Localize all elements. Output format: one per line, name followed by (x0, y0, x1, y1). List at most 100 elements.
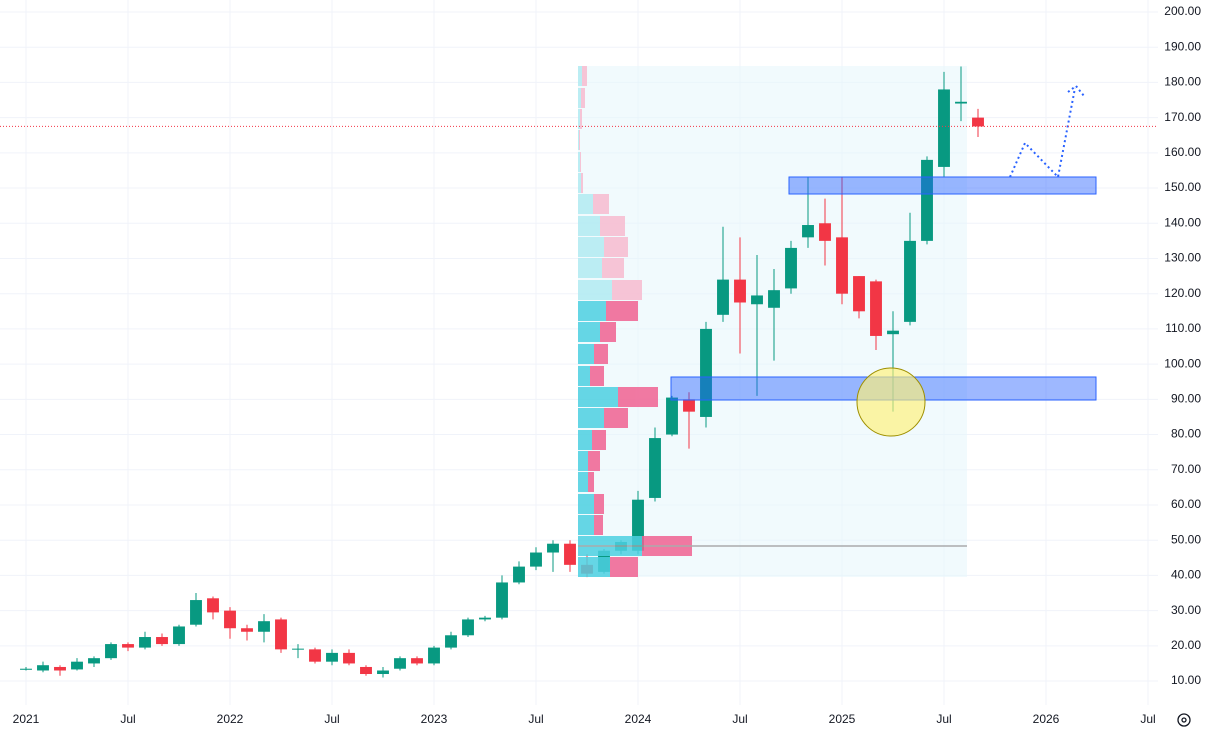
x-tick-label: Jul (528, 712, 543, 726)
x-tick-label: Jul (324, 712, 339, 726)
y-tick-label: 20.00 (1171, 638, 1201, 652)
profile-up-value-area (578, 301, 642, 577)
y-tick-label: 190.00 (1164, 39, 1201, 53)
x-tick-label: 2026 (1033, 712, 1060, 726)
x-tick-label: 2021 (13, 712, 40, 726)
candle-body (955, 101, 967, 104)
x-tick-label: 2022 (217, 712, 244, 726)
candle-body (156, 637, 168, 645)
candle-body (649, 438, 661, 498)
projection-path (1009, 87, 1076, 180)
candle-body (377, 670, 389, 675)
y-tick-label: 10.00 (1171, 673, 1201, 687)
y-tick-label: 70.00 (1171, 462, 1201, 476)
candle-body (462, 619, 474, 636)
candle-body (326, 652, 338, 662)
candle-body (513, 566, 525, 583)
settings-icon-core[interactable] (1181, 717, 1187, 723)
candle-body (292, 648, 304, 650)
candle-body (479, 617, 491, 620)
profile-up (578, 66, 612, 300)
candle-body (360, 666, 372, 675)
x-tick-label: Jul (120, 712, 135, 726)
candle-body (904, 240, 916, 322)
x-tick-label: Jul (732, 712, 747, 726)
y-tick-label: 60.00 (1171, 497, 1201, 511)
candle-body (530, 552, 542, 567)
candle-body (870, 281, 882, 336)
y-tick-label: 30.00 (1171, 603, 1201, 617)
candle-body (258, 621, 270, 632)
candle-body (428, 647, 440, 664)
profile-down (579, 66, 642, 300)
candle-body (394, 658, 406, 669)
candle-body (88, 658, 100, 664)
candle-body (921, 159, 933, 241)
candle-body (972, 117, 984, 127)
candle-body (717, 279, 729, 315)
candle-body (173, 626, 185, 645)
y-tick-label: 140.00 (1164, 215, 1201, 229)
settings-icon-ring[interactable] (1177, 713, 1191, 727)
candle-body (700, 328, 712, 417)
candle-body (37, 665, 49, 671)
highlight-circle (856, 367, 926, 437)
candle-body (343, 652, 355, 664)
y-tick-label: 40.00 (1171, 568, 1201, 582)
profile-background (578, 66, 967, 577)
candle-body (785, 247, 797, 289)
candle-body (207, 598, 219, 613)
y-tick-label: 180.00 (1164, 75, 1201, 89)
candle-body (105, 644, 117, 659)
y-tick-label: 90.00 (1171, 392, 1201, 406)
y-tick-label: 130.00 (1164, 251, 1201, 265)
candle-body (734, 279, 746, 303)
candle-body (564, 543, 576, 565)
candle-body (887, 330, 899, 335)
y-tick-label: 110.00 (1165, 321, 1201, 335)
volume-profile (578, 66, 967, 577)
candle-body (751, 295, 763, 305)
candle-body (224, 610, 236, 629)
drawings (670, 84, 1097, 437)
candle-body (122, 644, 134, 648)
candle-body (666, 397, 678, 435)
settings-icon[interactable] (1177, 713, 1191, 727)
x-tick-label: Jul (1140, 712, 1155, 726)
y-tick-label: 100.00 (1164, 356, 1201, 370)
candle-body (836, 237, 848, 294)
x-tick-label: 2023 (421, 712, 448, 726)
candle-body (496, 582, 508, 618)
axis-labels: 10.00 20.00 30.00 40.00 50.00 60.00 70.00 80.00… (13, 4, 1202, 726)
y-tick-label: 80.00 (1171, 427, 1201, 441)
x-tick-label: Jul (936, 712, 951, 726)
y-tick-label: 160.00 (1164, 145, 1201, 159)
candle-body (241, 628, 253, 632)
candle-body (768, 290, 780, 308)
y-tick-label: 170.00 (1164, 110, 1201, 124)
y-tick-label: 200.00 (1164, 4, 1201, 18)
candles (20, 66, 984, 678)
candle-body (411, 658, 423, 664)
candle-body (938, 89, 950, 167)
y-tick-label: 120.00 (1164, 286, 1201, 300)
candle-body (190, 600, 202, 625)
candle-body (71, 661, 83, 670)
candle-body (819, 223, 831, 241)
candle-body (275, 619, 287, 650)
y-tick-label: 50.00 (1171, 532, 1201, 546)
y-tick-label: 150.00 (1164, 180, 1201, 194)
candle-body (139, 637, 151, 648)
x-tick-label: 2025 (829, 712, 856, 726)
candle-body (445, 635, 457, 648)
candle-body (309, 649, 321, 662)
candle-body (802, 225, 814, 238)
candle-body (20, 668, 32, 670)
candle-body (547, 543, 559, 553)
candle-body (54, 666, 66, 671)
zone-box (788, 176, 1097, 195)
candle-body (853, 276, 865, 312)
projection-arrow (1067, 84, 1085, 97)
x-tick-label: 2024 (625, 712, 652, 726)
